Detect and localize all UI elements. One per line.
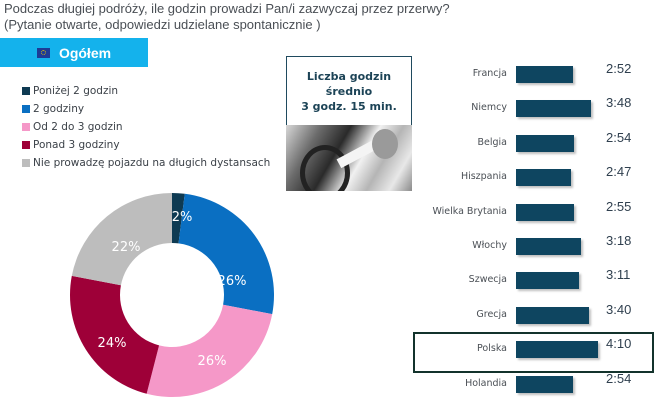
legend-label: 2 godziny (33, 103, 85, 115)
country-label: Francja (472, 68, 507, 79)
bar (516, 341, 598, 358)
bar (516, 272, 579, 289)
bar (516, 100, 591, 117)
country-label: Wielka Brytania (432, 206, 507, 217)
steering-wheel-icon (300, 145, 350, 191)
question-line-1: Podczas długiej podróży, ile godzin prow… (4, 1, 450, 16)
average-hours-title: Liczba godzin (306, 69, 392, 83)
donut-label-over-3h: 24% (98, 336, 127, 351)
bar-row-polska: Polska 4:10 (0, 336, 655, 361)
average-hours-value: 3 godz. 15 min. (301, 99, 397, 113)
donut-label-below-2h: 2% (172, 210, 193, 225)
bar-value: 3:18 (606, 233, 632, 248)
country-label: Szwecja (468, 274, 507, 285)
country-label: Belgia (477, 137, 508, 148)
bar-row-holandia: Holandia 2:54 (0, 371, 655, 396)
donut-label-no-driving: 22% (112, 240, 141, 255)
bar-row-szwecja: Szwecja 3:11 (0, 267, 655, 292)
section-header: Ogółem (0, 38, 148, 67)
bar-value: 3:40 (606, 302, 632, 317)
question-line-2: (Pytanie otwarte, odpowiedzi udzielane s… (4, 17, 321, 32)
country-label: Polska (477, 343, 507, 354)
bar-value: 2:54 (606, 371, 632, 386)
legend-swatch-icon (22, 87, 30, 95)
bar-row-wlochy: Włochy 3:18 (0, 233, 655, 258)
photo-detail (372, 129, 398, 159)
bar-value: 2:47 (606, 164, 632, 179)
donut-slice-no-driving (71, 193, 172, 286)
bar-value: 4:10 (606, 336, 632, 351)
bar-row-hiszpania: Hiszpania 2:47 (0, 164, 655, 189)
section-header-label: Ogółem (58, 44, 112, 61)
donut-slice-below-2h (172, 193, 185, 244)
country-label: Niemcy (471, 102, 507, 113)
country-label: Holandia (465, 378, 507, 389)
bar (516, 66, 573, 83)
bar-value: 2:54 (606, 130, 632, 145)
bar-row-wielka-brytania: Wielka Brytania 2:55 (0, 199, 655, 224)
bar-row-belgia: Belgia 2:54 (0, 130, 655, 155)
bar-value: 3:11 (606, 267, 631, 282)
country-label: Grecja (476, 309, 507, 320)
donut-label-2h: 26% (218, 274, 247, 289)
legend-label: Poniżej 2 godzin (33, 85, 119, 97)
country-label: Hiszpania (460, 171, 507, 182)
bar-row-niemcy: Niemcy 3:48 (0, 95, 655, 120)
average-hours-box: Liczba godzin średnio 3 godz. 15 min. (286, 56, 412, 126)
donut-label-2-3h: 26% (198, 354, 227, 369)
legend-item: Ponad 3 godziny (22, 136, 270, 154)
bar (516, 204, 574, 221)
country-label: Włochy (472, 240, 507, 251)
bar (516, 135, 574, 152)
bar-value: 2:52 (606, 61, 632, 76)
legend-swatch-icon (22, 159, 30, 167)
legend-item: 2 godziny (22, 100, 270, 118)
legend-label: Od 2 do 3 godzin (33, 121, 123, 133)
legend-swatch-icon (22, 105, 30, 113)
donut-slice-2h (178, 193, 275, 315)
highlight-frame-polska (413, 332, 654, 373)
legend-label: Ponad 3 godziny (33, 139, 120, 151)
driver-photo (286, 125, 412, 191)
average-hours-subtitle: średnio (325, 84, 373, 98)
legend-item: Poniżej 2 godzin (22, 82, 270, 100)
survey-question: Podczas długiej podróży, ile godzin prow… (4, 1, 450, 33)
bar (516, 376, 573, 393)
bar-row-grecja: Grecja 3:40 (0, 302, 655, 327)
chart-legend: Poniżej 2 godzin 2 godziny Od 2 do 3 god… (22, 82, 270, 172)
bar-row-francja: Francja 2:52 (0, 61, 655, 86)
eu-flag-icon (36, 47, 50, 58)
legend-item: Od 2 do 3 godzin (22, 118, 270, 136)
donut-chart: 2% 26% 26% 24% 22% (69, 193, 275, 397)
donut-slice-over-3h (69, 275, 160, 394)
legend-item: Nie prowadzę pojazdu na długich dystansa… (22, 154, 270, 172)
bar (516, 238, 581, 255)
bar (516, 169, 571, 186)
bar-value: 3:48 (606, 95, 632, 110)
donut-slice-2-3h (146, 304, 273, 397)
legend-swatch-icon (22, 141, 30, 149)
legend-label: Nie prowadzę pojazdu na długich dystansa… (33, 157, 271, 169)
bar-value: 2:55 (606, 199, 632, 214)
bar (516, 307, 589, 324)
legend-swatch-icon (22, 123, 30, 131)
